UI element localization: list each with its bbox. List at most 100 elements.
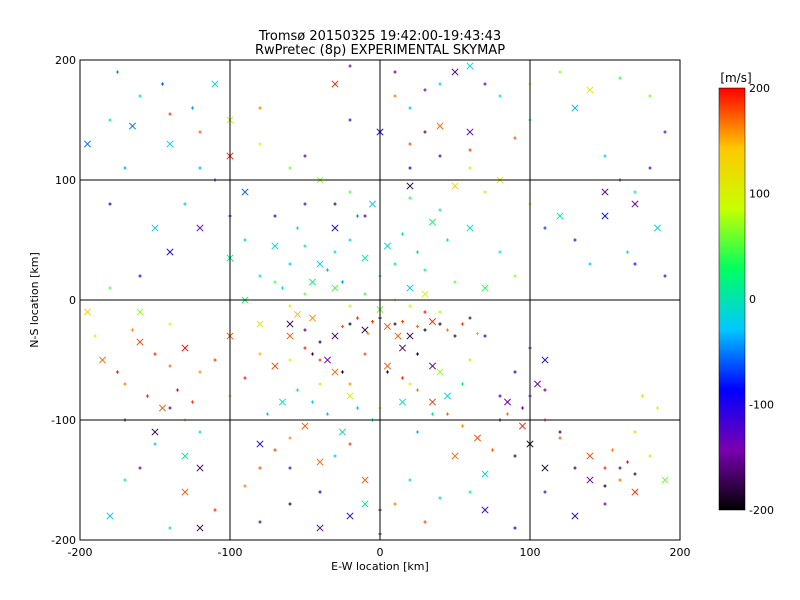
data-point [436, 368, 444, 376]
data-point [408, 304, 412, 308]
data-point [151, 428, 159, 436]
data-point [318, 340, 322, 344]
data-point [453, 334, 457, 338]
data-point [601, 188, 609, 196]
plot-frame [79, 59, 681, 541]
data-points [83, 62, 669, 536]
data-point [333, 250, 337, 254]
data-point [423, 520, 427, 524]
data-point [400, 376, 405, 380]
data-point [383, 362, 392, 370]
data-point [198, 430, 202, 434]
x-axis-label: E-W location [km] [331, 560, 429, 573]
data-point [573, 466, 577, 470]
data-point [400, 232, 405, 236]
data-point [393, 322, 397, 326]
data-point [115, 370, 120, 374]
data-point [278, 398, 287, 406]
data-point [588, 262, 592, 266]
data-point [361, 254, 369, 262]
data-point [273, 214, 277, 218]
data-point [415, 250, 420, 254]
data-point [128, 122, 137, 130]
data-point [310, 352, 315, 356]
colorbar-tick-label: 0 [749, 293, 756, 306]
data-point [648, 166, 652, 170]
data-point [361, 500, 369, 508]
data-point [618, 466, 622, 470]
y-tick-label: -100 [51, 414, 76, 427]
data-point [631, 200, 639, 208]
data-point [318, 490, 322, 494]
data-point [166, 140, 174, 148]
data-point [293, 310, 302, 318]
data-point [325, 268, 330, 272]
data-point [625, 250, 630, 254]
data-point [438, 310, 442, 314]
data-point [661, 476, 669, 484]
data-point [158, 404, 167, 412]
data-point [331, 284, 339, 292]
data-point [468, 166, 472, 170]
data-point [408, 106, 412, 110]
data-point [483, 190, 487, 194]
data-point [541, 464, 549, 472]
data-point [106, 512, 114, 520]
data-point [428, 362, 437, 370]
data-point [481, 506, 489, 514]
data-point [406, 182, 414, 190]
data-point [633, 472, 637, 476]
y-tick-label: 100 [55, 174, 76, 187]
data-point [520, 406, 525, 410]
data-point [138, 274, 142, 278]
data-point [601, 212, 609, 220]
data-point [196, 524, 204, 532]
data-point [663, 130, 667, 134]
data-point [130, 328, 135, 332]
data-point [331, 224, 339, 232]
data-point [543, 226, 547, 230]
data-point [168, 406, 172, 410]
data-point [348, 64, 352, 68]
data-point [513, 454, 517, 458]
data-point [258, 466, 262, 470]
data-point [451, 452, 459, 460]
data-point [338, 428, 347, 436]
data-point [398, 398, 407, 406]
data-point [348, 322, 352, 326]
data-point [308, 314, 317, 322]
data-point [558, 430, 562, 434]
data-point [385, 370, 390, 374]
data-point [603, 502, 607, 506]
data-point [366, 332, 370, 336]
data-point [498, 250, 502, 254]
data-point [468, 490, 472, 494]
y-tick-label: 0 [69, 294, 76, 307]
data-point [460, 424, 465, 428]
data-point [483, 82, 487, 86]
y-axis-label: N-S location [km] [28, 252, 41, 348]
data-point [295, 226, 300, 230]
data-point [153, 442, 157, 446]
data-point [423, 268, 427, 272]
data-point [355, 316, 360, 320]
colorbar-tick-label: -100 [749, 399, 774, 412]
data-point [303, 328, 307, 332]
data-point [271, 242, 279, 250]
data-point [310, 400, 315, 404]
data-point [618, 76, 622, 80]
x-tick-label: 200 [670, 546, 691, 559]
data-point [498, 394, 502, 398]
colorbar-tick-labels: 200 100 0 -100 -200 [749, 82, 774, 517]
colorbar-unit-label: [m/s] [720, 71, 751, 85]
data-point [513, 370, 517, 374]
data-point [513, 136, 517, 140]
data-point [503, 398, 512, 406]
data-point [303, 346, 307, 350]
data-point [166, 248, 174, 256]
data-point [348, 304, 352, 308]
data-point [483, 334, 487, 338]
data-point [428, 318, 437, 326]
data-point [346, 392, 354, 400]
